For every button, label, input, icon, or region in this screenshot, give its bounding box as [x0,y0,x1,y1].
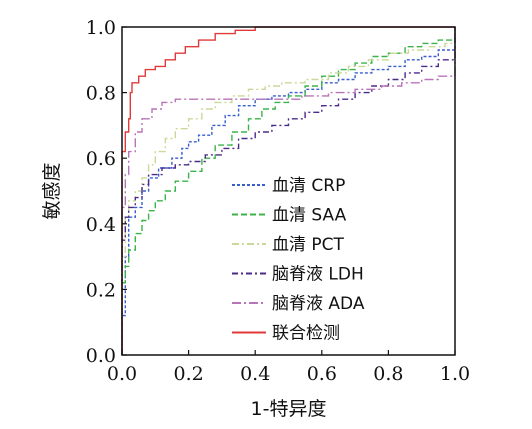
y-tick-label: 0.0 [86,345,116,367]
y-tick-label: 1.0 [86,17,116,39]
roc-curve-3 [121,27,456,355]
x-tick-label: 0.8 [373,363,403,385]
roc-curve-5 [121,27,456,355]
legend-label-4: 脑脊液 LDH [272,265,364,285]
y-tick-label: 0.2 [86,279,116,301]
y-tick-label: 0.6 [86,148,116,170]
plot-frame [121,26,456,356]
series-layer [121,26,456,355]
legend: 血清 CRP 血清 SAA 血清 PCT 脑脊液 LDH 脑脊液 ADA 联合检测 [232,176,365,344]
y-axis-label: 敏感度 [41,162,63,219]
axis-ticks: 0.0 0.2 0.4 0.6 0.8 1.0 0.0 0.2 0.4 0.6 0.8 1.0 [86,17,470,385]
roc-curve-2 [121,27,456,355]
legend-label-5: 脑脊液 ADA [272,294,365,314]
y-tick-label: 0.4 [86,214,116,236]
roc-curve-1 [121,27,456,355]
y-tick-label: 0.8 [86,83,116,105]
roc-curve-6 [121,26,455,355]
x-tick-label: 0.4 [240,363,270,385]
x-tick-label: 1.0 [440,363,470,385]
x-tick-label: 0.2 [173,363,203,385]
legend-label-6: 联合检测 [272,324,340,344]
legend-label-1: 血清 CRP [272,176,345,196]
x-tick-label: 0.0 [107,363,137,385]
x-tick-label: 0.6 [307,363,337,385]
legend-label-3: 血清 PCT [272,235,345,255]
legend-label-2: 血清 SAA [272,206,347,226]
x-axis-label: 1-特异度 [251,398,327,420]
